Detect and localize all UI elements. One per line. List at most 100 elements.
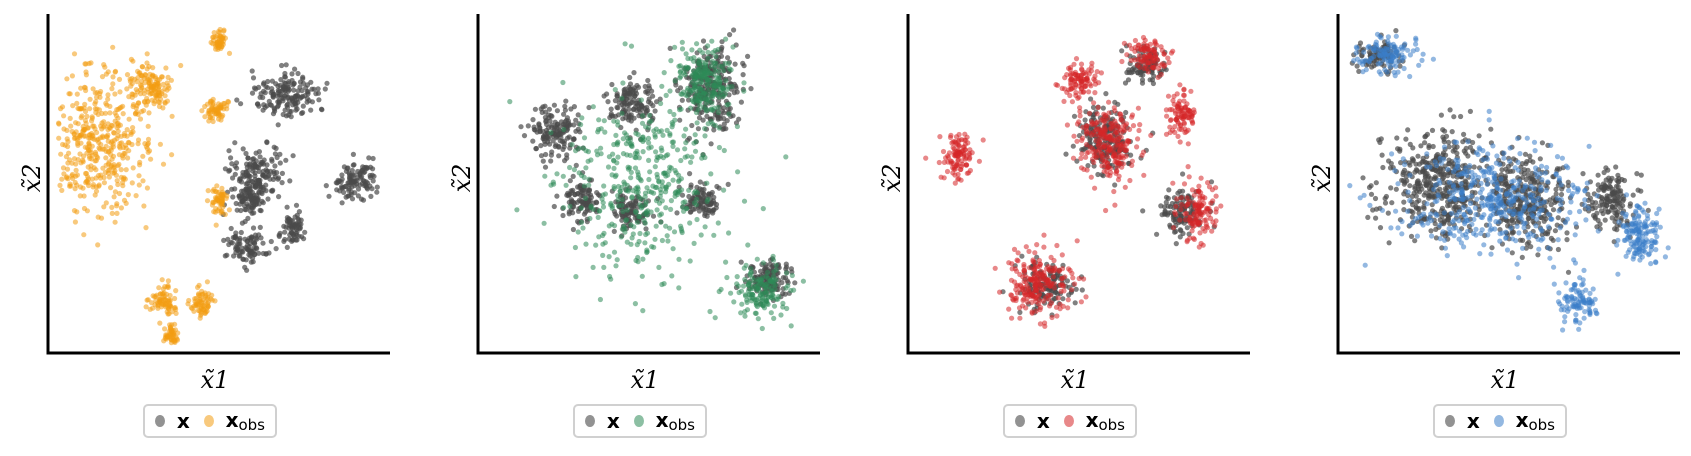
point-xobs — [87, 155, 93, 161]
point-xobs — [695, 106, 702, 112]
point-xobs — [614, 257, 620, 263]
point-xobs — [147, 306, 153, 312]
point-x — [531, 124, 537, 130]
point-xobs — [620, 136, 626, 142]
point-xobs — [1031, 278, 1037, 284]
x-axis-label: x̃1 — [1061, 366, 1090, 394]
point-xobs — [661, 170, 668, 176]
point-xobs — [1191, 107, 1197, 113]
point-x — [279, 170, 285, 176]
point-x — [298, 217, 304, 223]
point-xobs — [129, 141, 135, 148]
point-xobs — [575, 229, 581, 235]
point-xobs — [708, 118, 714, 124]
point-x — [252, 232, 259, 238]
point-xobs — [1084, 131, 1090, 137]
point-xobs — [766, 283, 772, 289]
point-xobs — [210, 100, 216, 106]
point-xobs — [1138, 47, 1144, 53]
point-x — [758, 268, 764, 274]
point-xobs — [770, 253, 776, 259]
point-xobs — [705, 43, 711, 49]
point-xobs — [1173, 203, 1179, 209]
point-xobs — [74, 91, 80, 97]
point-xobs — [940, 148, 947, 155]
point-xobs — [720, 68, 726, 74]
point-x — [291, 80, 297, 86]
point-xobs — [670, 143, 676, 149]
point-xobs — [95, 242, 101, 248]
point-xobs — [1123, 148, 1129, 154]
point-xobs — [1021, 278, 1027, 284]
point-x — [614, 213, 620, 219]
point-x — [240, 198, 246, 204]
point-x — [247, 247, 253, 253]
point-xobs — [613, 132, 619, 138]
point-xobs — [103, 71, 109, 77]
point-xobs — [602, 240, 608, 246]
point-xobs — [643, 124, 649, 130]
point-xobs — [755, 283, 761, 289]
point-xobs — [1062, 75, 1068, 81]
point-x — [238, 101, 244, 107]
point-x — [1123, 109, 1129, 116]
point-xobs — [685, 93, 691, 99]
point-xobs — [109, 86, 115, 92]
point-x — [229, 240, 235, 246]
point-x — [738, 99, 744, 105]
point-xobs — [1041, 232, 1047, 238]
point-xobs — [693, 81, 699, 87]
point-xobs — [660, 132, 666, 138]
point-xobs — [683, 140, 689, 146]
point-x — [276, 194, 282, 200]
point-xobs — [1079, 151, 1085, 157]
point-xobs — [65, 176, 71, 182]
point-xobs — [99, 110, 105, 117]
point-xobs — [70, 103, 76, 109]
point-xobs — [1174, 104, 1180, 110]
point-xobs — [773, 296, 779, 302]
point-xobs — [1181, 111, 1187, 117]
point-xobs — [135, 111, 141, 117]
point-x — [1100, 173, 1106, 179]
point-xobs — [692, 188, 699, 194]
point-xobs — [768, 310, 774, 316]
point-xobs — [963, 137, 969, 143]
point-xobs — [723, 78, 729, 84]
point-x — [284, 244, 290, 250]
point-x — [530, 117, 536, 123]
point-xobs — [75, 105, 81, 111]
point-xobs — [711, 232, 717, 238]
point-x — [248, 259, 254, 265]
point-xobs — [681, 133, 687, 139]
point-x — [1180, 230, 1186, 237]
point-xobs — [112, 189, 118, 195]
point-x — [279, 180, 285, 186]
point-x — [253, 201, 259, 207]
point-x — [542, 164, 549, 170]
point-x — [264, 139, 270, 146]
point-x — [560, 212, 566, 219]
point-xobs — [950, 144, 956, 151]
point-xobs — [631, 224, 637, 230]
point-x — [295, 99, 301, 105]
point-xobs — [674, 147, 681, 153]
point-xobs — [145, 136, 152, 142]
point-x — [549, 122, 555, 128]
point-x — [706, 207, 712, 213]
point-xobs — [1087, 144, 1093, 150]
point-xobs — [161, 290, 167, 296]
point-xobs — [698, 232, 704, 238]
point-xobs — [694, 216, 700, 223]
point-xobs — [950, 170, 956, 176]
point-xobs — [60, 141, 66, 148]
point-xobs — [1191, 200, 1197, 206]
point-xobs — [514, 207, 520, 213]
point-x — [355, 193, 361, 199]
point-xobs — [1075, 72, 1081, 78]
point-xobs — [693, 74, 699, 80]
point-x — [1085, 163, 1091, 169]
point-xobs — [217, 29, 223, 35]
point-xobs — [670, 121, 676, 127]
point-xobs — [1127, 177, 1133, 184]
